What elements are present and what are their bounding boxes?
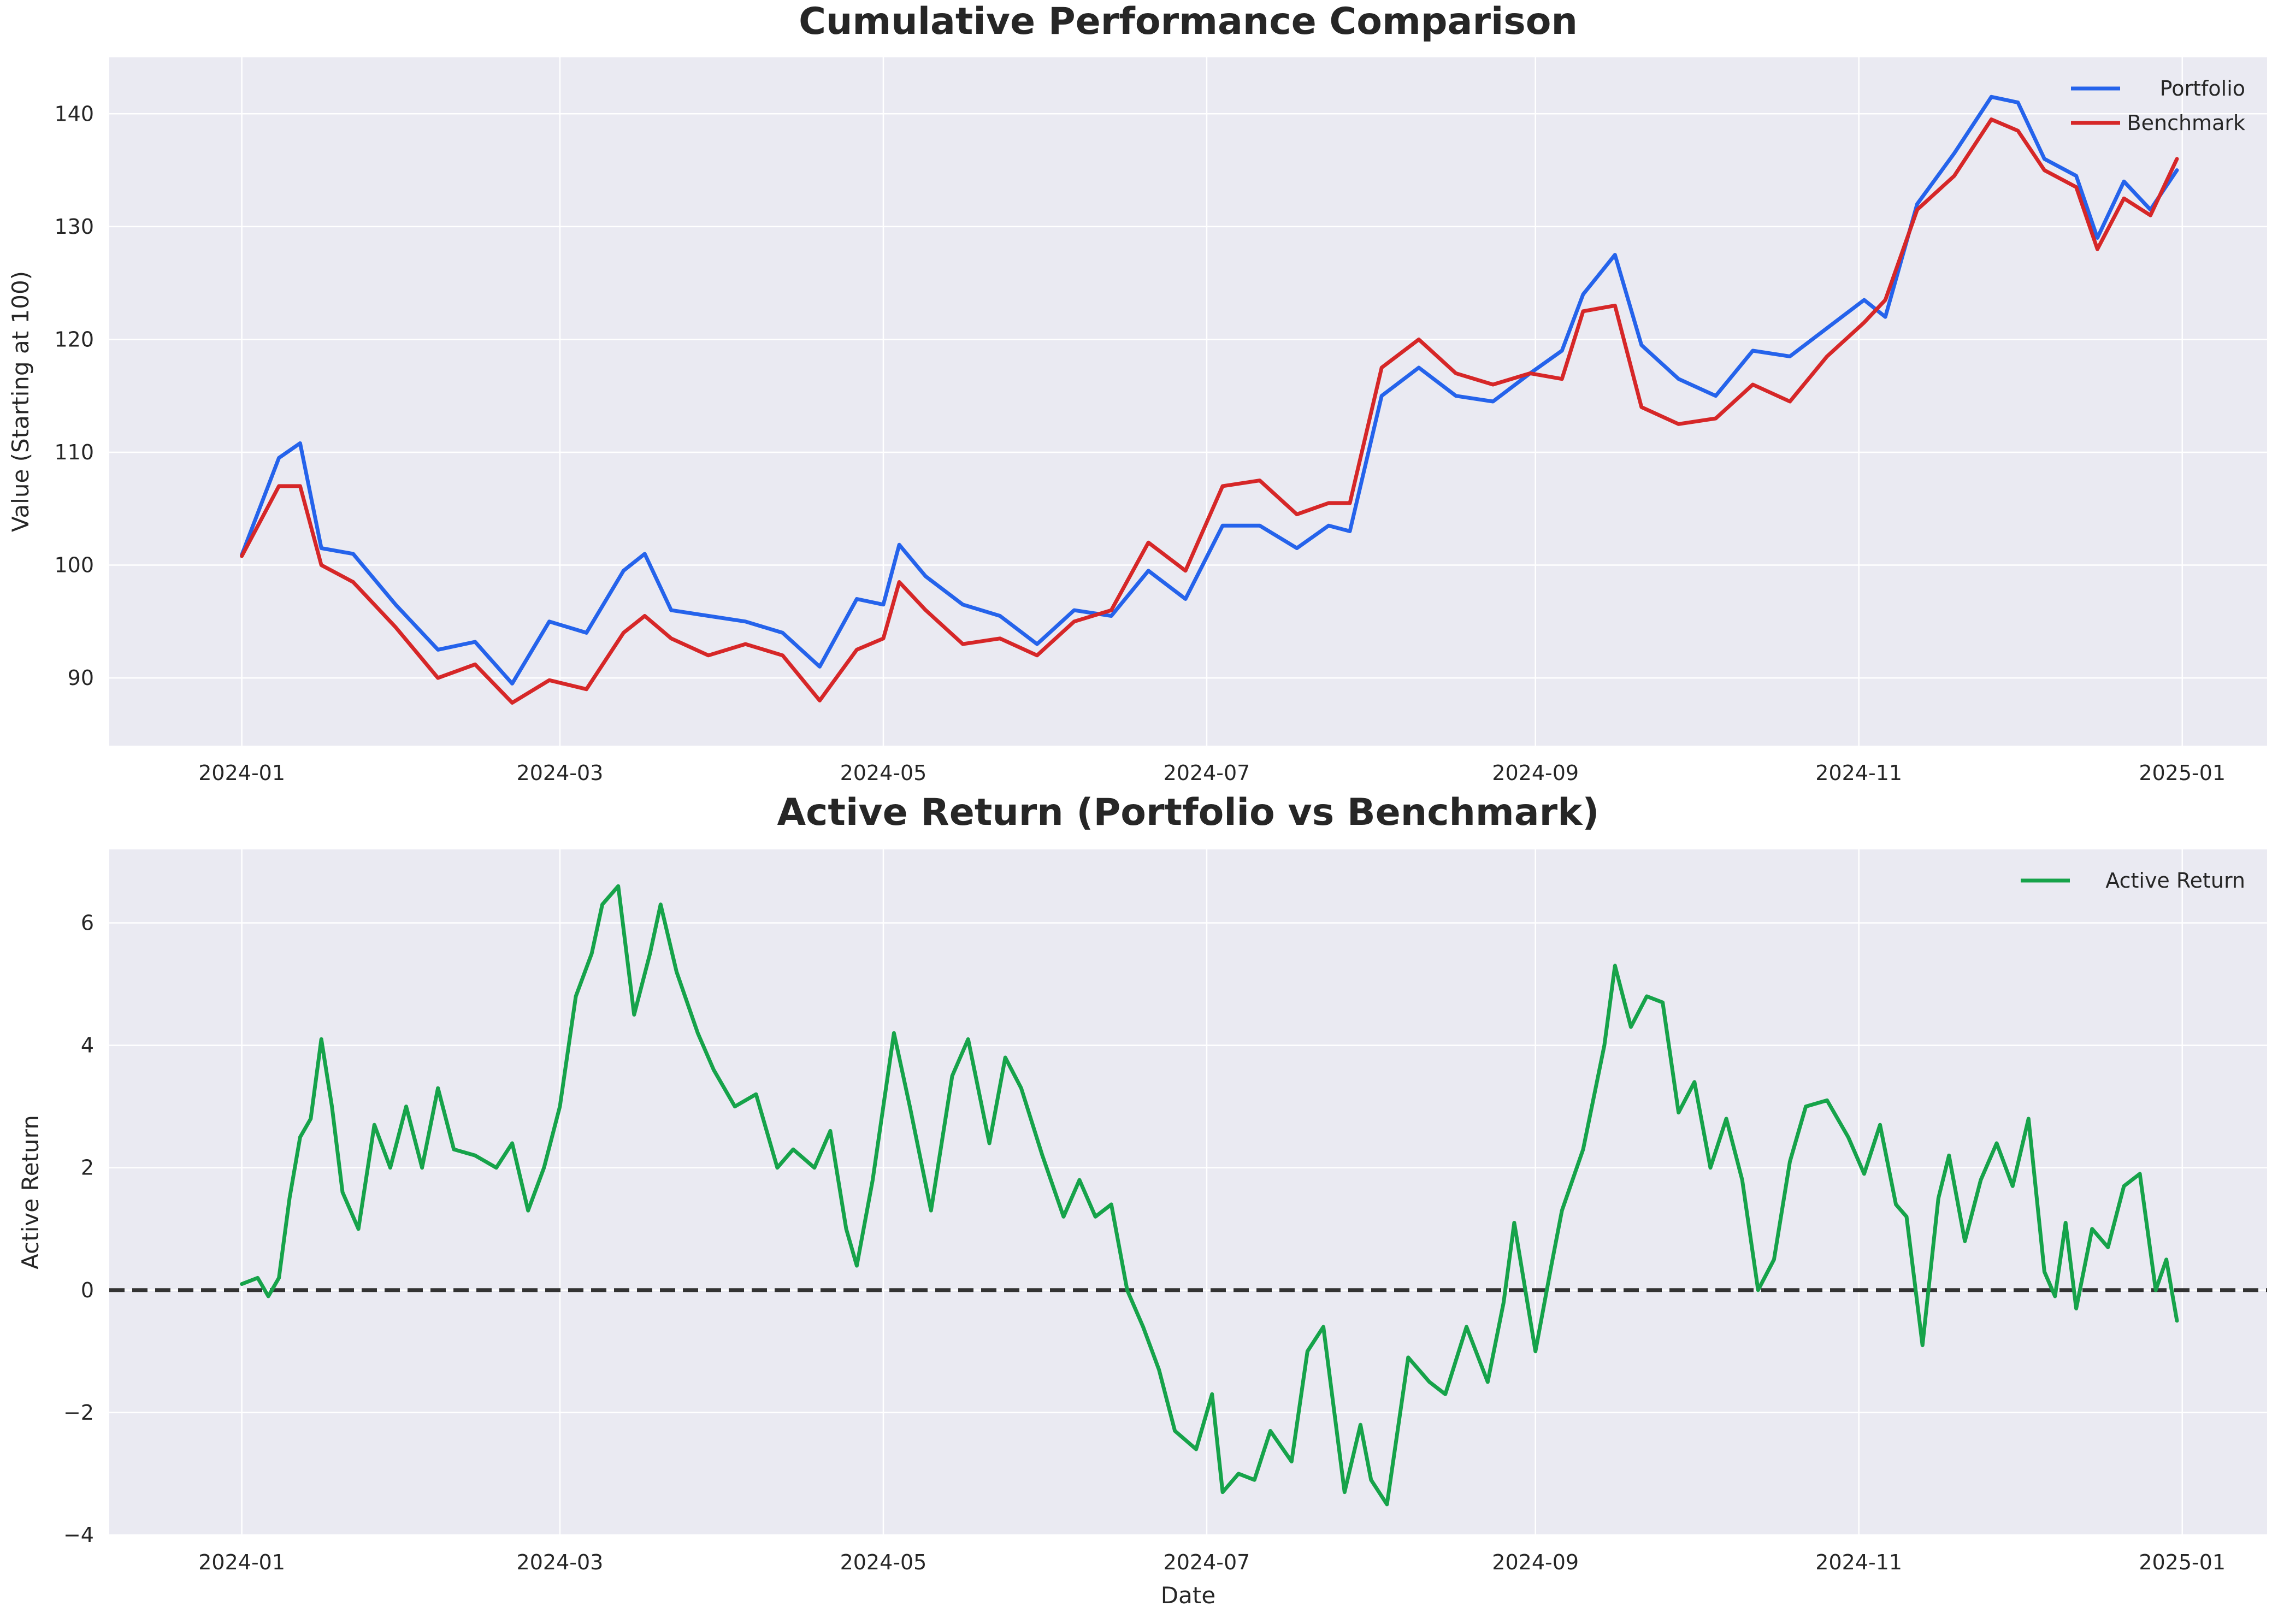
y-tick-label: 130 bbox=[54, 215, 94, 239]
x-tick-label: 2024-09 bbox=[1492, 761, 1579, 785]
x-tick-label: 2024-05 bbox=[840, 761, 927, 785]
legend-label: Benchmark bbox=[2127, 111, 2245, 135]
y-tick-label: 110 bbox=[54, 440, 94, 464]
chart-title: Cumulative Performance Comparison bbox=[799, 0, 1578, 43]
x-tick-label: 2024-09 bbox=[1492, 1550, 1579, 1574]
y-tick-label: 100 bbox=[54, 553, 94, 577]
series-line-benchmark bbox=[240, 117, 2179, 705]
y-tick-label: 2 bbox=[81, 1156, 94, 1180]
x-tick-label: 2024-01 bbox=[198, 1550, 285, 1574]
x-tick-label: 2024-05 bbox=[840, 1550, 927, 1574]
x-tick-label: 2025-01 bbox=[2139, 761, 2226, 785]
x-tick-label: 2025-01 bbox=[2139, 1550, 2226, 1574]
y-tick-label: 0 bbox=[81, 1278, 94, 1302]
legend-label: Active Return bbox=[2105, 869, 2245, 893]
y-tick-label: 90 bbox=[68, 666, 94, 690]
y-tick-label: 140 bbox=[54, 102, 94, 126]
x-tick-label: 2024-11 bbox=[1815, 1550, 1902, 1574]
x-tick-label: 2024-03 bbox=[517, 761, 604, 785]
series-line-portfolio bbox=[240, 95, 2179, 686]
y-tick-label: 4 bbox=[81, 1034, 94, 1058]
plot-area bbox=[109, 57, 2267, 746]
x-tick-label: 2024-11 bbox=[1815, 761, 1902, 785]
series-line-active-return bbox=[240, 884, 2179, 1507]
plot-area bbox=[109, 849, 2267, 1535]
y-axis-label: Active Return bbox=[17, 1115, 44, 1269]
y-tick-label: −2 bbox=[63, 1401, 94, 1425]
y-tick-label: 6 bbox=[81, 911, 94, 935]
chart-panel-1: 90 100 110 120 130 140 2024-01 2024-03 2024-05 20… bbox=[7, 0, 2267, 785]
x-tick-label: 2024-07 bbox=[1164, 1550, 1250, 1574]
legend: Active Return bbox=[2021, 869, 2245, 893]
x-tick-label: 2024-01 bbox=[198, 761, 285, 785]
legend-label: Portfolio bbox=[2160, 76, 2245, 101]
y-axis-label: Value (Starting at 100) bbox=[7, 271, 34, 532]
x-axis-label: Date bbox=[1161, 1582, 1215, 1609]
chart-title: Active Return (Portfolio vs Benchmark) bbox=[777, 791, 1600, 834]
chart-panel-2: −4 −2 0 2 4 6 2024-01 2024-03 2024-05 2024-07 2024… bbox=[17, 791, 2267, 1609]
y-tick-label: −4 bbox=[63, 1523, 94, 1547]
x-tick-label: 2024-07 bbox=[1164, 761, 1250, 785]
legend: Portfolio Benchmark bbox=[2071, 76, 2245, 135]
y-tick-label: 120 bbox=[54, 327, 94, 351]
x-tick-label: 2024-03 bbox=[517, 1550, 604, 1574]
